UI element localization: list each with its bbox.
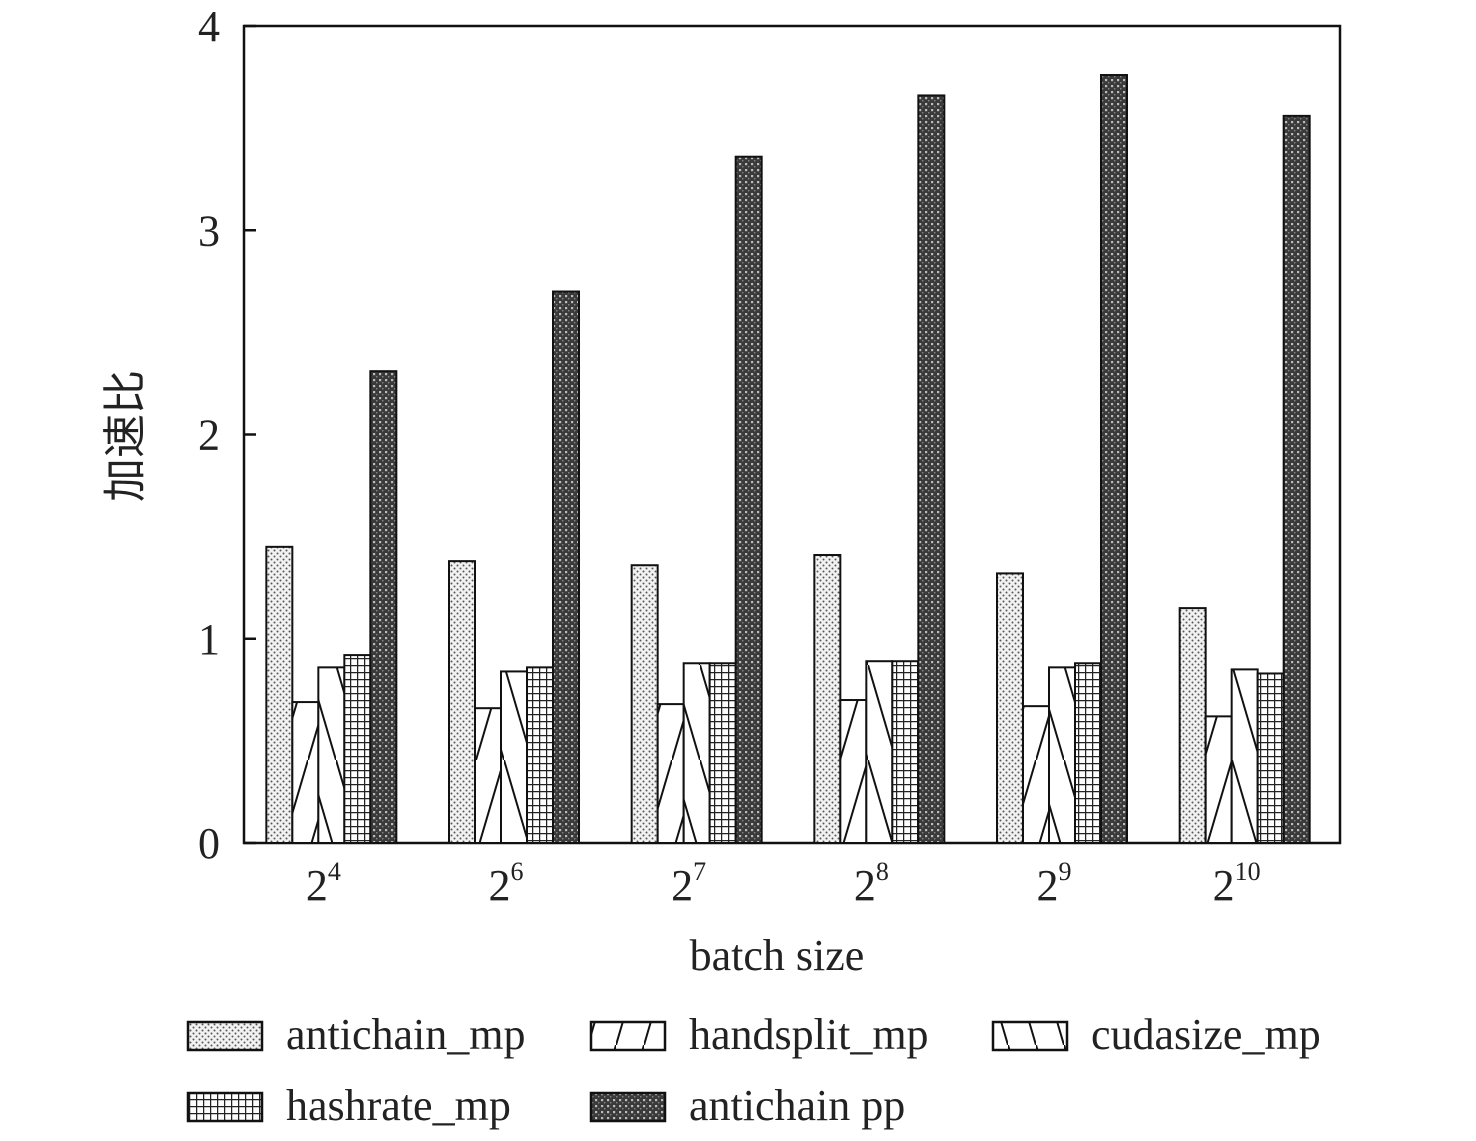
y-tick-label: 3 [198,206,220,255]
y-tick-label: 4 [198,2,220,51]
legend-label: handsplit_mp [689,1010,929,1059]
bars-group [265,74,1311,845]
x-tick-label: 26 [489,857,524,910]
bar-hashrate-mp [891,660,920,845]
bar-antichain-mp [630,564,659,844]
legend-swatch [186,1091,264,1123]
bar-antichain-pp [369,370,398,844]
legend-label: hashrate_mp [286,1081,511,1130]
y-axis: 0 1 2 3 4 [198,2,256,868]
x-axis-title: batch size [690,931,865,980]
legend-item: cudasize_mp [991,1010,1321,1059]
legend-swatch [991,1020,1069,1052]
x-tick-label: 210 [1213,857,1261,910]
y-tick-label: 1 [198,615,220,664]
legend: antichain_mp handsplit_mp cudasize_mphashr… [186,1010,1321,1130]
bar-antichain-mp [1178,607,1207,844]
legend-swatch [186,1020,264,1052]
legend-label: cudasize_mp [1091,1010,1321,1059]
bar-antichain-pp [917,94,946,844]
x-tick-label: 29 [1037,857,1072,910]
bar-antichain-pp [1100,74,1128,844]
x-tick-label: 27 [671,857,706,910]
legend-item: hashrate_mp [186,1081,511,1130]
bar-cudasize-mp [1048,666,1076,844]
bar-antichain-mp [448,560,476,844]
bar-cudasize-mp [1230,668,1259,845]
bar-hashrate-mp [708,662,737,845]
bar-hashrate-mp [526,666,554,844]
bar-cudasize-mp [317,666,346,844]
bar-antichain-pp [552,290,580,844]
bar-cudasize-mp [682,662,711,845]
legend-label: antichain pp [689,1081,905,1130]
bar-hashrate-mp [1074,662,1102,845]
legend-label: antichain_mp [286,1010,526,1059]
y-axis-title: 加速比 [101,370,150,502]
legend-swatch [589,1091,667,1123]
bar-antichain-mp [813,554,842,844]
bar-antichain-mp [996,572,1024,844]
bar-cudasize-mp [500,670,528,844]
bar-handsplit-mp [656,703,685,844]
bar-antichain-pp [734,155,763,845]
bar-antichain-pp [1282,114,1311,845]
bar-handsplit-mp [291,701,320,844]
y-tick-label: 0 [198,819,220,868]
bar-hashrate-mp [343,654,372,845]
legend-item: antichain pp [589,1081,905,1130]
bar-handsplit-mp [1204,715,1233,844]
bar-handsplit-mp [1022,705,1050,845]
y-tick-label: 2 [198,411,220,460]
legend-swatch [589,1020,667,1052]
bar-cudasize-mp [865,660,894,845]
bar-handsplit-mp [474,707,502,844]
legend-item: handsplit_mp [589,1010,929,1059]
plot-area [242,24,1342,845]
bar-antichain-mp [265,545,294,845]
x-tick-label: 24 [306,857,341,910]
bar-hashrate-mp [1256,672,1285,844]
x-tick-label: 28 [854,857,889,910]
legend-item: antichain_mp [186,1010,526,1059]
x-axis: 24 26 27 28 29 210 [306,857,1261,910]
bar-handsplit-mp [839,699,868,845]
